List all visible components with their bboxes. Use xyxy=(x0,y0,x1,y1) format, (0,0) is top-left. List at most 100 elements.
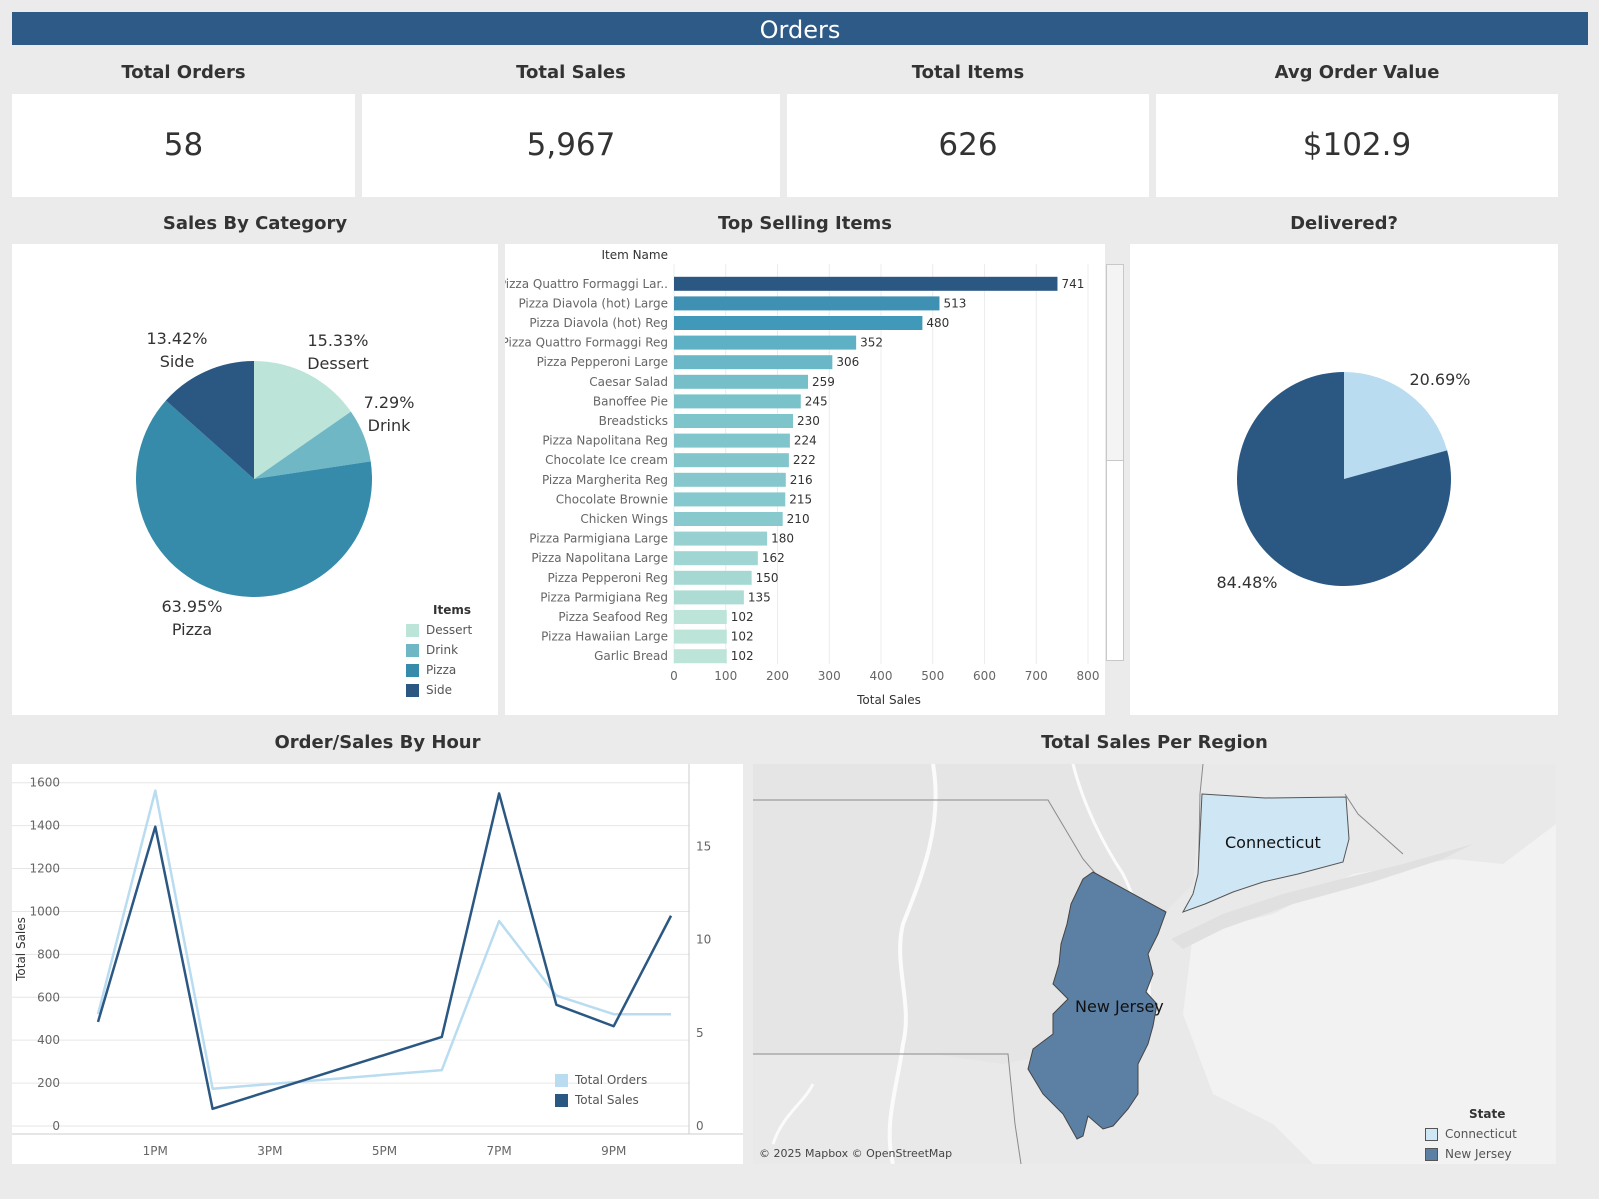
kpi-value-total-sales: 5,967 xyxy=(526,127,616,163)
region-map[interactable]: Connecticut New Jersey © 2025 Mapbox © O… xyxy=(753,764,1556,1164)
bar[interactable] xyxy=(674,316,923,330)
bar[interactable] xyxy=(674,610,727,624)
top-selling-scrollbar[interactable] xyxy=(1106,264,1124,661)
bar-category-label: Pizza Margherita Reg xyxy=(542,473,668,487)
top-selling-panel: Pizza Quattro Formaggi Lar.. 741 Pizza Dia… xyxy=(499,244,1105,715)
line-x-tick-label: 3PM xyxy=(257,1144,282,1158)
bar-x-tick-label: 100 xyxy=(714,669,737,683)
category-pie-slice[interactable] xyxy=(254,361,351,479)
bar-x-tick-label: 300 xyxy=(818,669,841,683)
dashboard-title: Orders xyxy=(12,12,1588,45)
category-pie-pct-label: 7.29% xyxy=(364,393,415,412)
bar[interactable] xyxy=(674,394,801,409)
bar[interactable] xyxy=(674,472,786,487)
state-legend-item[interactable]: New Jersey xyxy=(1425,1144,1545,1164)
category-legend-item[interactable]: Drink xyxy=(406,640,496,660)
bar-value-label: 480 xyxy=(926,316,949,330)
bar-value-label: 513 xyxy=(943,296,966,310)
bar-category-label: Chicken Wings xyxy=(580,512,668,526)
bar-value-label: 352 xyxy=(860,336,883,350)
bar[interactable] xyxy=(674,492,786,507)
bar-category-label: Pizza Hawaiian Large xyxy=(541,630,668,644)
bar-x-tick-label: 600 xyxy=(973,669,996,683)
kpi-card-total-sales: 5,967 xyxy=(362,94,780,197)
bar-x-tick-label: 700 xyxy=(1025,669,1048,683)
line-y-tick-label: 0 xyxy=(52,1119,60,1133)
legend-label: Total Orders xyxy=(575,1073,648,1087)
sales-by-category-title: Sales By Category xyxy=(162,213,348,234)
bar[interactable] xyxy=(674,374,809,389)
state-legend-title: State xyxy=(1469,1107,1506,1121)
legend-swatch xyxy=(555,1094,568,1107)
bar-value-label: 102 xyxy=(731,649,754,663)
bar-category-label: Garlic Bread xyxy=(594,649,668,663)
map-canvas[interactable] xyxy=(753,764,1556,1164)
line-y2-tick-label: 10 xyxy=(696,933,711,947)
bar-value-label: 216 xyxy=(790,473,813,487)
category-pie-pct-label: 13.42% xyxy=(146,329,207,348)
line-y-tick-label: 1000 xyxy=(29,904,60,918)
kpi-value-total-items: 626 xyxy=(938,127,998,163)
kpi-card-total-orders: 58 xyxy=(12,94,355,197)
river xyxy=(771,1083,815,1145)
map-attribution[interactable]: © 2025 Mapbox © OpenStreetMap xyxy=(759,1147,953,1160)
delivered-pie-slice[interactable] xyxy=(1237,372,1451,586)
category-legend-item[interactable]: Side xyxy=(406,680,496,700)
delivered-pie-pct-label: 84.48% xyxy=(1216,573,1277,592)
bar[interactable] xyxy=(674,531,768,546)
legend-label: New Jersey xyxy=(1445,1147,1512,1161)
state-legend: State Connecticut New Jersey xyxy=(1425,1104,1545,1164)
line-series-total-sales[interactable] xyxy=(96,792,673,1111)
line-y-tick-label: 1400 xyxy=(29,819,60,833)
delivered-pie-slice[interactable] xyxy=(1344,372,1448,479)
bar[interactable] xyxy=(674,570,752,585)
bar-value-label: 102 xyxy=(731,610,754,624)
category-pie-name-label: Pizza xyxy=(172,620,212,639)
line-y-tick-label: 200 xyxy=(37,1076,60,1090)
bar-category-label: Chocolate Brownie xyxy=(556,492,668,506)
bar[interactable] xyxy=(674,649,727,664)
bar-value-label: 224 xyxy=(794,434,817,448)
new-jersey-region[interactable] xyxy=(1027,871,1167,1140)
bar[interactable] xyxy=(674,512,783,526)
bar[interactable] xyxy=(674,433,790,448)
state-legend-item[interactable]: Connecticut xyxy=(1425,1124,1545,1144)
bar[interactable] xyxy=(674,453,789,468)
delivered-pie-pct-label: 20.69% xyxy=(1409,370,1470,389)
bar-y-header: Item Name xyxy=(601,248,668,262)
scrollbar-thumb[interactable] xyxy=(1107,460,1123,660)
state-border xyxy=(1344,793,1404,855)
bar[interactable] xyxy=(674,355,833,370)
line-legend-item[interactable]: Total Orders xyxy=(555,1070,675,1090)
category-pie-slice[interactable] xyxy=(254,411,371,479)
bar[interactable] xyxy=(674,335,857,350)
bar[interactable] xyxy=(674,276,1058,291)
bar-x-tick-label: 0 xyxy=(670,669,678,683)
line-legend-item[interactable]: Total Sales xyxy=(555,1090,675,1110)
orders-by-hour-title: Order/Sales By Hour xyxy=(274,732,481,753)
bar[interactable] xyxy=(674,551,758,566)
bar-category-label: Caesar Salad xyxy=(589,375,668,389)
bar[interactable] xyxy=(674,629,727,644)
category-pie-slice[interactable] xyxy=(136,400,372,597)
legend-label: Drink xyxy=(426,643,459,657)
bar-value-label: 180 xyxy=(771,532,794,546)
bar[interactable] xyxy=(674,296,940,311)
bar-x-tick-label: 800 xyxy=(1077,669,1100,683)
line-y-tick-label: 600 xyxy=(37,990,60,1004)
bar-x-tick-label: 500 xyxy=(921,669,944,683)
bar[interactable] xyxy=(674,414,794,428)
category-pie-slice[interactable] xyxy=(165,361,254,479)
bar[interactable] xyxy=(674,590,744,605)
connecticut-region[interactable] xyxy=(1181,793,1350,913)
category-legend-item[interactable]: Pizza xyxy=(406,660,496,680)
bar-category-label: Pizza Pepperoni Large xyxy=(537,355,668,369)
top-selling-title: Top Selling Items xyxy=(717,213,893,234)
bar-x-tick-label: 200 xyxy=(766,669,789,683)
bar-category-label: Chocolate Ice cream xyxy=(545,453,668,467)
category-legend-title: Items xyxy=(433,603,471,617)
line-series-total-orders[interactable] xyxy=(96,789,671,1090)
legend-label: Pizza xyxy=(426,663,457,677)
category-legend-item[interactable]: Dessert xyxy=(406,620,496,640)
category-pie-name-label: Dessert xyxy=(307,354,369,373)
